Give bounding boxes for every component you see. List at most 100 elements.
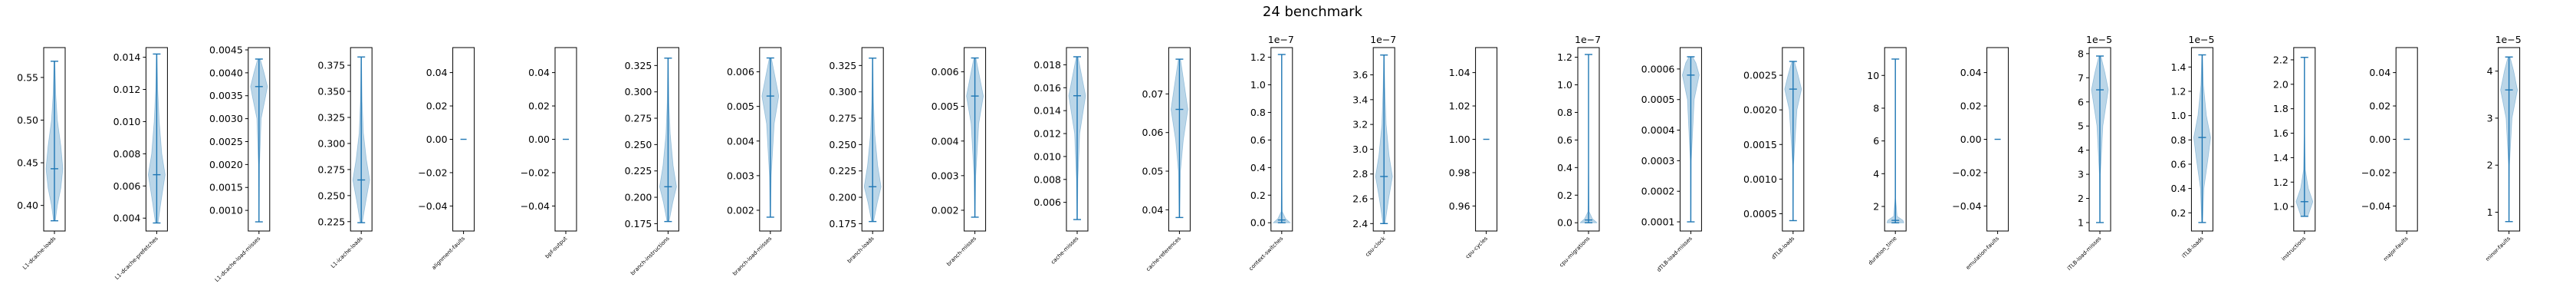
x-tick-label: bpf-output xyxy=(544,236,569,260)
violin-panel-4: 0.225 0.250 0.275 0.300 0.325 0.350 0.375 L1-ic… xyxy=(317,47,373,270)
y-tick-label: 4 xyxy=(1873,168,1879,180)
violin-panel-18: 0.0005 0.0010 0.0015 0.0020 0.0025 dTLB-loads xyxy=(1743,47,1805,261)
y-tick-label: 0.250 xyxy=(829,139,856,150)
violin-panel-17: 0.0001 0.0002 0.0003 0.0004 0.0005 0.0006 dTLB… xyxy=(1641,47,1702,273)
y-tick-label: 0.0045 xyxy=(209,44,243,55)
y-tick-label: 0.325 xyxy=(829,60,856,71)
y-tick-label: 2.8 xyxy=(1352,168,1368,180)
x-tick-label: cpu-migrations xyxy=(1559,236,1592,269)
y-tick-label: 5 xyxy=(2078,120,2084,132)
y-tick-label: 0.0020 xyxy=(209,159,243,170)
y-tick-label: 0.40 xyxy=(17,200,38,211)
y-tick-label: −0.04 xyxy=(521,200,550,212)
y-tick-label: 0.250 xyxy=(625,139,652,150)
y-tick-label: 0.0025 xyxy=(1743,70,1777,81)
y-tick-label: 1.8 xyxy=(2273,103,2288,114)
y-tick-label: 0.300 xyxy=(625,86,652,97)
y-tick-label: 1.02 xyxy=(1449,101,1470,112)
y-tick-label: 0.00 xyxy=(528,134,550,145)
y-tick-label: 0.0004 xyxy=(1641,124,1675,136)
y-tick-label: 0.05 xyxy=(1142,166,1164,177)
x-tick-label: dTLB-loads xyxy=(1770,236,1796,261)
violin-panel-13: 0.0 0.2 0.4 0.6 0.8 1.0 1.21e−7 context-switche… xyxy=(1248,34,1294,272)
x-tick-label: L1-dcache-loads xyxy=(21,236,57,271)
y-tick-label: 1.2 xyxy=(2171,85,2187,97)
y-tick-label: 0.00 xyxy=(2369,134,2390,145)
y-tick-label: 0.0010 xyxy=(209,205,243,216)
violin-panel-20: −0.04 −0.02 0.00 0.02 0.04 emulation-faults xyxy=(1952,47,2009,271)
y-tick-label: 0.04 xyxy=(1960,67,1982,78)
y-tick-label: 0.4 xyxy=(2171,183,2187,194)
x-tick-label: iTLB-loads xyxy=(2181,236,2205,259)
violin-panel-8: 0.002 0.003 0.004 0.005 0.006 branch-load-mis… xyxy=(727,47,782,277)
violin-panel-23: 1.0 1.2 1.4 1.6 1.8 2.0 2.2 instructions xyxy=(2273,47,2316,262)
y-tick-label: 3 xyxy=(2078,169,2084,180)
y-tick-label: 0.300 xyxy=(317,137,345,149)
y-tick-label: 0.0001 xyxy=(1641,216,1675,228)
y-tick-label: 0.6 xyxy=(1557,134,1572,146)
y-tick-label: 1.6 xyxy=(2273,127,2288,139)
x-tick-label: minor-faults xyxy=(2485,236,2512,263)
y-tick-label: 0.0 xyxy=(1250,217,1266,229)
y-tick-label: 0.02 xyxy=(426,101,448,112)
y-tick-label: 0.50 xyxy=(17,114,38,126)
y-tick-label: 0.006 xyxy=(932,66,959,78)
y-tick-label: −0.04 xyxy=(418,200,447,212)
violin-panel-24: −0.04 −0.02 0.00 0.02 0.04 major-faults xyxy=(2361,47,2418,262)
y-tick-label: 7 xyxy=(2078,72,2084,84)
y-tick-label: 1.2 xyxy=(2273,177,2288,188)
y-tick-label: 3.6 xyxy=(1352,69,1368,81)
y-tick-label: 1.0 xyxy=(2273,201,2288,213)
y-tick-label: 2.0 xyxy=(2273,78,2288,90)
y-tick-label: 0.0010 xyxy=(1743,173,1777,185)
y-tick-label: 3.4 xyxy=(1352,94,1368,105)
x-tick-label: branch-instructions xyxy=(629,236,671,277)
y-tick-label: 6 xyxy=(1873,135,1879,147)
y-tick-label: 0.225 xyxy=(625,165,652,177)
y-tick-label: 0.175 xyxy=(829,218,856,229)
y-tick-label: 0.96 xyxy=(1449,200,1470,212)
y-tick-label: 0.004 xyxy=(113,213,141,224)
y-tick-label: −0.04 xyxy=(1952,200,1981,212)
y-tick-label: 0.006 xyxy=(727,66,754,78)
violin-panel-22: 0.2 0.4 0.6 0.8 1.0 1.2 1.4 1e−5 iTLB-loads xyxy=(2171,34,2215,259)
x-tick-label: duration_time xyxy=(1867,236,1898,266)
y-tick-label: 0.375 xyxy=(317,60,345,71)
y-tick-label: 4 xyxy=(2078,144,2084,156)
y-tick-label: 0.0015 xyxy=(209,182,243,193)
x-tick-label: dTLB-load-misses xyxy=(1656,236,1694,273)
y-tick-label: 0.225 xyxy=(317,216,345,227)
y-tick-label: 0.018 xyxy=(1033,59,1061,71)
x-tick-label: alignment-faults xyxy=(431,236,467,272)
y-tick-label: 0.8 xyxy=(2171,134,2187,146)
axis-multiplier: 1e−5 xyxy=(2188,34,2214,45)
y-tick-label: 3.2 xyxy=(1352,119,1368,130)
violin-panel-7: 0.175 0.200 0.225 0.250 0.275 0.300 0.325 branc… xyxy=(625,47,679,277)
y-tick-label: 0.0015 xyxy=(1743,139,1777,150)
y-tick-label: 0.0020 xyxy=(1743,104,1777,116)
y-tick-label: 2.2 xyxy=(2273,54,2288,65)
y-tick-label: 0.200 xyxy=(829,192,856,203)
y-tick-label: −0.04 xyxy=(2361,200,2390,212)
axis-multiplier: 1e−5 xyxy=(2496,34,2522,45)
y-tick-label: 0.010 xyxy=(1033,150,1061,162)
y-tick-label: 2.6 xyxy=(1352,193,1368,205)
violin-panel-2: 0.004 0.006 0.008 0.010 0.012 0.014 L1-dcache-… xyxy=(113,47,168,281)
x-tick-label: cache-misses xyxy=(1050,236,1079,266)
violin-panel-19: 2 4 6 8 10 duration_time xyxy=(1867,47,1907,266)
y-tick-label: 10 xyxy=(1867,70,1879,81)
y-tick-label: 0.014 xyxy=(1033,105,1061,117)
y-tick-label: 0.04 xyxy=(426,67,448,78)
x-tick-label: branch-load-misses xyxy=(731,236,773,277)
y-tick-label: 0.4 xyxy=(1557,162,1572,173)
y-tick-label: 0.002 xyxy=(932,204,959,216)
axis-multiplier: 1e−5 xyxy=(2086,34,2112,45)
x-tick-label: branch-misses xyxy=(945,236,978,268)
y-tick-label: 0.350 xyxy=(317,86,345,97)
y-tick-label: 0.325 xyxy=(625,60,652,71)
x-tick-label: L1-dcache-load-misses xyxy=(214,236,262,284)
y-tick-label: 1.0 xyxy=(2171,110,2187,121)
x-tick-label: L1-icache-loads xyxy=(330,236,364,270)
y-tick-label: 1.0 xyxy=(1250,79,1266,91)
y-tick-label: 0.8 xyxy=(1557,107,1572,118)
